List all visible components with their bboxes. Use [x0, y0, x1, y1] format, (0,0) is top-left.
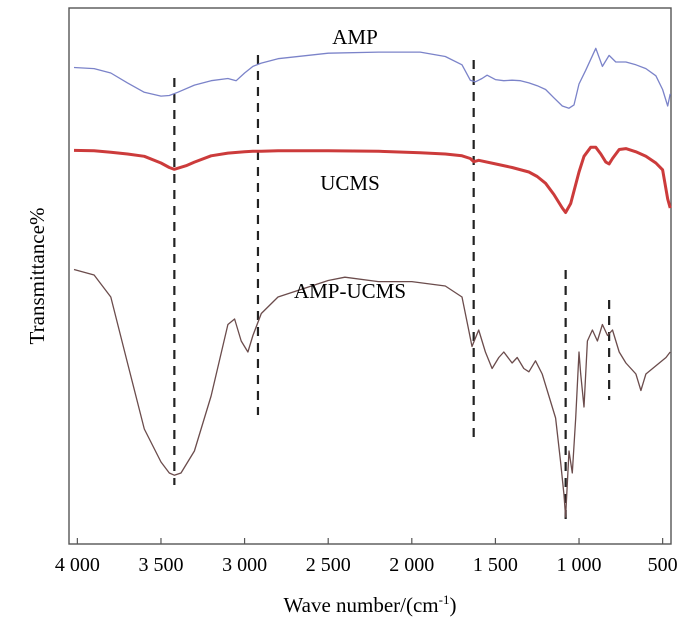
series-line-amp: [73, 47, 671, 109]
series-labels: AMP UCMS AMP-UCMS: [294, 25, 406, 303]
x-axis-ticks: 4 000 3 500 3 000 2 500 2 000 1 500 1 000 500: [55, 538, 678, 576]
y-axis-label: Transmittance%: [25, 208, 49, 345]
series-line-ucms: [73, 145, 672, 214]
series-label-amp-ucms: AMP-UCMS: [294, 279, 406, 303]
series-line-amp-ucms: [73, 268, 671, 518]
x-axis-label: Wave number/(cm-1): [283, 592, 456, 617]
x-tick-label: 3 000: [222, 554, 267, 576]
plot-frame: [68, 7, 672, 545]
x-tick-label: 3 500: [138, 554, 183, 576]
x-tick-label: 2 500: [306, 554, 351, 576]
x-tick-label: 4 000: [55, 554, 100, 576]
x-axis-label-superscript: -1: [439, 592, 450, 607]
series-lines: [73, 47, 672, 518]
x-tick-label: 2 000: [389, 554, 434, 576]
x-tick-label: 1 000: [557, 554, 602, 576]
x-axis-label-tail: ): [450, 593, 457, 617]
x-tick-label: 500: [648, 554, 678, 576]
series-label-amp: AMP: [332, 25, 378, 49]
reference-lines: [173, 55, 611, 525]
x-tick-label: 1 500: [473, 554, 518, 576]
x-axis-label-main: Wave number/(cm: [283, 593, 438, 617]
series-label-ucms: UCMS: [320, 171, 380, 195]
